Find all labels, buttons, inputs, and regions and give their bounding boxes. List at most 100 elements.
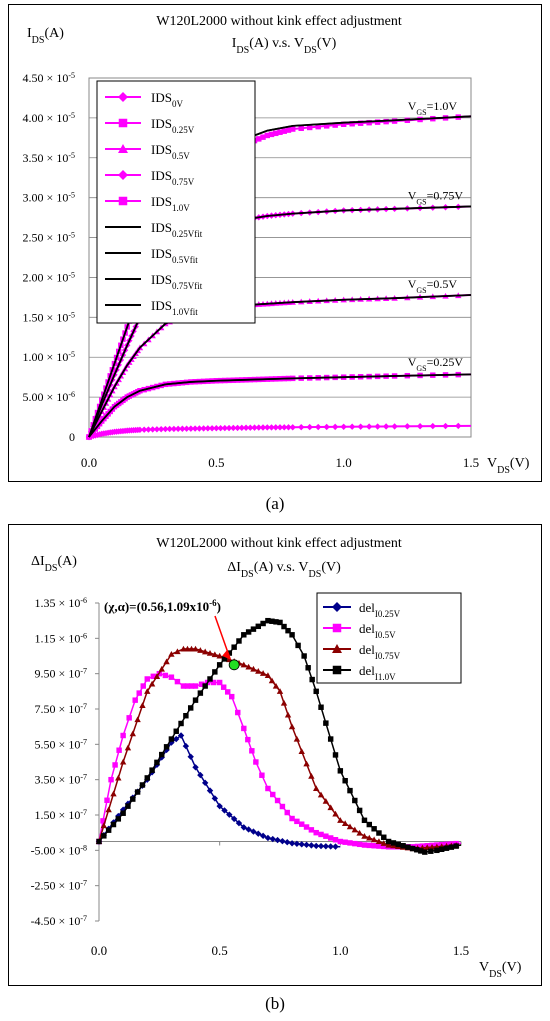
chart-a-data-point: [260, 134, 266, 140]
chart-a-data-point: [357, 120, 364, 126]
chart-b-data-point: [116, 747, 122, 753]
chart-b-data-point: [224, 689, 231, 695]
chart-a-data-point: [273, 130, 279, 137]
chart-b-x-tick-label: 1.5: [453, 943, 469, 958]
chart-b-data-point: [140, 683, 146, 689]
chart-a-data-point: [382, 423, 390, 430]
chart-a-title: W120L2000 without kink effect adjustment: [156, 14, 402, 29]
chart-a-data-point: [340, 423, 347, 430]
chart-b-data-point: [264, 834, 272, 842]
chart-a-data-point: [315, 423, 322, 431]
chart-a-data-point: [225, 424, 233, 432]
chart-a-svg: W120L2000 without kink effect adjustment…: [23, 14, 530, 476]
chart-a-x-tick-label: 0.5: [208, 455, 224, 470]
chart-b-data-point: [125, 803, 131, 809]
chart-a-data-point: [306, 124, 313, 131]
chart-a-legend: IDS0V IDS0.25V IDS0.5V IDS0.75V IDS1.0V IDS0.…: [96, 80, 256, 324]
chart-a-data-point: [217, 424, 224, 432]
chart-b-data-point: [144, 676, 150, 682]
chart-a-y-tick-label: 3.00 × 10-5: [23, 190, 75, 205]
chart-b-data-point: [289, 632, 295, 638]
chart-a-data-point: [340, 121, 347, 127]
chart-b-data-point: [385, 838, 392, 845]
chart-b-data-point: [158, 665, 165, 672]
chart-b-data-point: [101, 833, 107, 839]
chart-a-data-point: [272, 424, 279, 431]
chart-a-data-point: [264, 424, 271, 431]
chart-b-data-point: [183, 712, 189, 719]
chart-a-data-point: [162, 425, 169, 433]
chart-b-data-point: [168, 651, 175, 657]
chart-b-data-point: [400, 843, 406, 849]
chart-b-data-point: [272, 682, 280, 689]
chart-b-data-point: [438, 846, 445, 852]
chart-b-data-point: [347, 787, 353, 794]
chart-b-data-point: [346, 823, 354, 830]
chart-b-data-point: [390, 840, 397, 846]
chart-b-data-point: [149, 767, 155, 773]
chart-b-y-tick-label: 1.35 × 10-6: [35, 596, 87, 611]
chart-b-data-point: [352, 840, 358, 847]
chart-b-legend-swatch-marker: [332, 623, 342, 633]
chart-b-data-point: [220, 684, 227, 690]
chart-a-data-point: [213, 425, 220, 432]
chart-b-data-point: [298, 748, 305, 754]
chart-a-data-point: [238, 424, 245, 432]
chart-a-data-point: [136, 426, 144, 434]
chart-b-data-point: [250, 665, 257, 672]
chart-b-data-point: [434, 847, 440, 854]
chart-a-y-tick-label: 0: [69, 430, 75, 444]
chart-a-data-point: [191, 425, 199, 432]
chart-b-data-point: [230, 815, 238, 823]
chart-b-data-point: [226, 650, 233, 656]
chart-b-data-point: [108, 776, 114, 783]
chart-b-data-point: [280, 699, 288, 706]
chart-b-data-point: [327, 804, 334, 811]
chart-a-data-point: [366, 119, 372, 126]
chart-b-legend-swatch-marker: [332, 644, 342, 653]
chart-a-x-tick-label: 0.0: [81, 455, 97, 470]
chart-a-data-point: [277, 129, 283, 135]
chart-b-data-point: [255, 623, 261, 630]
chart-b-data-point: [211, 651, 219, 658]
chart-a-x-tick-label: 1.5: [463, 455, 479, 470]
chart-b-data-point: [168, 736, 175, 742]
chart-b-annotation-point: [228, 659, 240, 671]
chart-b-data-point: [274, 797, 281, 804]
chart-b-data-point: [159, 751, 165, 758]
chart-b-data-point: [318, 831, 324, 838]
chart-b-data-point: [380, 840, 387, 846]
chart-b-data-point: [245, 736, 251, 743]
chart-b-data-point: [119, 758, 127, 765]
chart-a-data-point: [247, 424, 254, 431]
chart-b-legend-label: delI0.75V: [359, 642, 401, 661]
chart-b-data-point: [192, 645, 199, 652]
chart-b-data-point: [197, 771, 204, 779]
chart-a-legend-swatch-marker: [118, 196, 128, 206]
chart-b-data-point: [309, 676, 315, 683]
chart-b-data-point: [187, 705, 194, 711]
chart-b-data-point: [231, 644, 237, 650]
chart-b-data-point: [370, 836, 378, 843]
chart-b-data-point: [236, 638, 242, 644]
chart-b-data-point: [197, 647, 204, 653]
chart-b-data-point: [395, 841, 401, 848]
chart-b-data-point: [216, 662, 223, 668]
chart-b-data-point: [303, 824, 310, 830]
chart-b-data-point: [376, 843, 382, 849]
chart-b-data-point: [115, 774, 122, 781]
chart-a-legend-label: IDS0.75V: [151, 168, 195, 187]
chart-b-data-point: [332, 843, 339, 850]
chart-b-data-point: [375, 838, 383, 845]
chart-b-data-point: [129, 730, 136, 737]
chart-b-data-point: [268, 677, 276, 684]
chart-b-data-point: [192, 697, 199, 703]
chart-b-data-point: [245, 629, 252, 635]
chart-b-data-point: [322, 798, 330, 804]
chart-b-plot-area: [95, 602, 462, 922]
chart-a-data-point: [289, 424, 296, 431]
chart-a-data-point: [416, 423, 424, 430]
chart-b-data-point: [148, 680, 156, 687]
chart-a-data-point: [166, 425, 173, 433]
chart-b-y-tick-label: -5.00 × 10-8: [31, 843, 87, 858]
